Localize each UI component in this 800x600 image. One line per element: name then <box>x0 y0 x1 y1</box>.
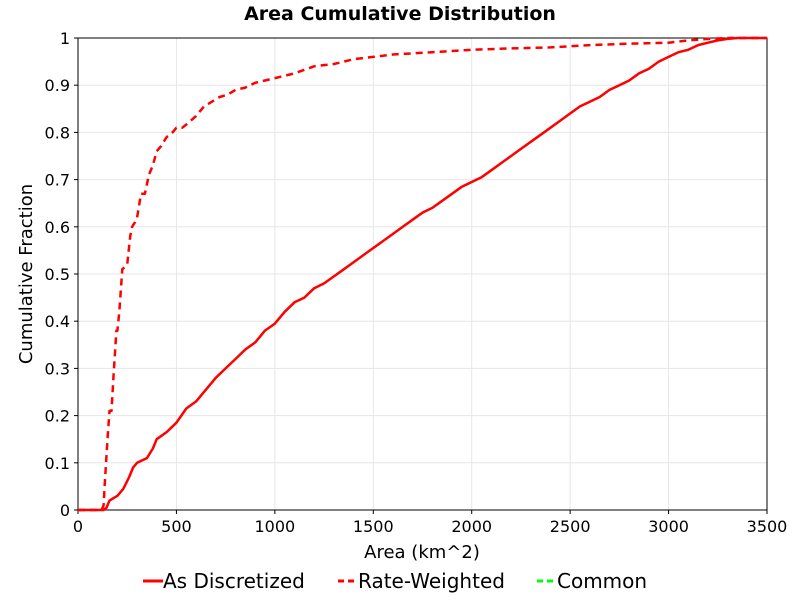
x-axis-label: Area (km^2) <box>364 542 480 563</box>
y-tick-label: 0.1 <box>45 454 70 473</box>
y-tick-label: 1 <box>60 29 70 48</box>
x-tick-label: 500 <box>161 517 192 536</box>
series-line-as-discretized <box>78 36 767 512</box>
y-tick-label: 0.5 <box>45 265 70 284</box>
axis-ticks: 0 500 1000 1500 2000 2500 3000 3500 0 0.1 0.2 0.3 0.… <box>45 29 788 536</box>
grid <box>77 37 768 511</box>
y-tick-label: 0.4 <box>45 312 70 331</box>
x-tick-label: 3000 <box>648 517 689 536</box>
y-tick-label: 0.6 <box>45 218 70 237</box>
chart-title: Area Cumulative Distribution <box>244 3 556 25</box>
x-tick-label: 2000 <box>451 517 492 536</box>
x-tick-label: 3500 <box>747 517 788 536</box>
y-tick-label: 0 <box>60 501 70 520</box>
series-line-rate-weighted <box>78 36 767 512</box>
x-tick-label: 1500 <box>353 517 394 536</box>
legend-label: Rate-Weighted <box>358 569 505 593</box>
y-tick-label: 0.7 <box>45 171 70 190</box>
series-layer <box>78 36 767 512</box>
legend: As Discretized Rate-Weighted Common <box>143 569 647 593</box>
y-axis-label: Cumulative Fraction <box>16 184 37 364</box>
y-tick-label: 0.2 <box>45 407 70 426</box>
legend-label: As Discretized <box>163 569 305 593</box>
y-tick-label: 0.8 <box>45 123 70 142</box>
x-tick-label: 2500 <box>550 517 591 536</box>
x-tick-label: 1000 <box>254 517 295 536</box>
x-tick-label: 0 <box>73 517 83 536</box>
legend-label: Common <box>557 569 647 593</box>
y-tick-label: 0.3 <box>45 359 70 378</box>
y-tick-label: 0.9 <box>45 76 70 95</box>
